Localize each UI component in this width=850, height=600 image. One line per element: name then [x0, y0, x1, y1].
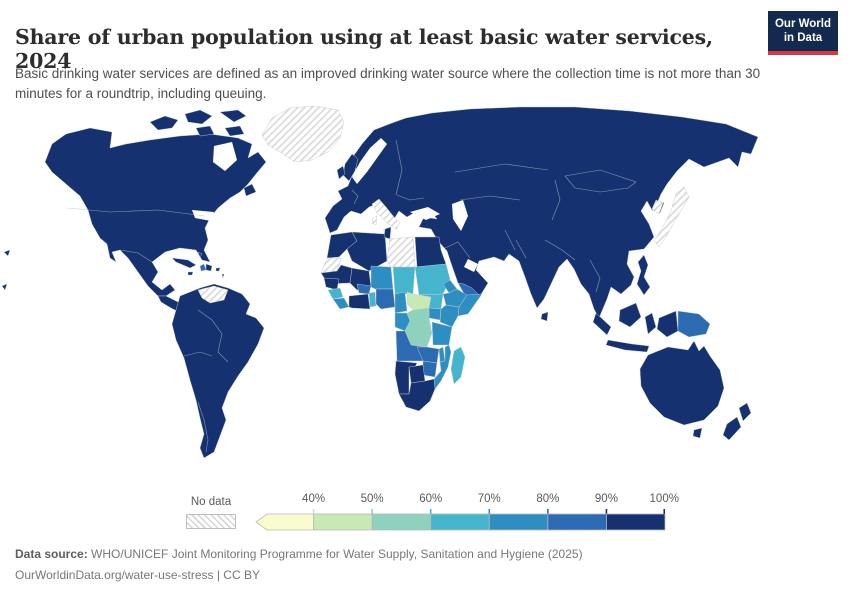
legend-bin-80-90%[interactable] [547, 513, 607, 531]
country-java-indonesia[interactable] [605, 339, 650, 353]
legend-tick-label: 60% [419, 493, 443, 505]
country-west-new-guinea[interactable] [656, 310, 679, 338]
country-botswana[interactable] [408, 364, 426, 384]
country-uganda[interactable] [428, 307, 442, 321]
country-puerto-rico[interactable] [215, 267, 221, 272]
legend-bin-50-60%[interactable] [371, 513, 432, 531]
country-namibia[interactable] [394, 360, 418, 395]
country-egypt[interactable] [414, 236, 447, 268]
chart-footer: Data source: WHO/UNICEF Joint Monitoring… [15, 544, 583, 586]
country-bahamas[interactable] [197, 251, 203, 258]
country-togo-benin[interactable] [368, 291, 377, 308]
country-eurasia[interactable] [324, 106, 759, 319]
country-cuba[interactable] [171, 257, 197, 269]
country-senegal[interactable] [323, 277, 340, 291]
legend-tick-label: 90% [594, 493, 618, 505]
legend-bin-70-80%[interactable] [488, 513, 549, 531]
footer-link-line: OurWorldinData.org/water-use-stress | CC… [15, 568, 260, 582]
legend-tick-label: 80% [536, 493, 560, 505]
footer-source-text: WHO/UNICEF Joint Monitoring Programme fo… [87, 547, 583, 561]
legend-tick-label: 50% [360, 493, 384, 505]
country-sulawesi-indonesia[interactable] [644, 312, 657, 335]
country-papua-new-guinea[interactable] [677, 310, 711, 338]
country-guinea[interactable] [327, 287, 344, 300]
owid-logo-line1: Our World [774, 18, 831, 30]
country-zimbabwe[interactable] [422, 360, 438, 378]
legend-bin-<40%[interactable] [255, 513, 314, 531]
world-choropleth-map[interactable] [0, 100, 850, 485]
owid-logo-line2: in Data [783, 32, 823, 45]
country-canada-arctic-islands[interactable] [149, 109, 257, 197]
country-nigeria[interactable] [375, 288, 396, 310]
country-malawi[interactable] [438, 346, 446, 363]
country-lesser-antilles[interactable] [221, 273, 225, 279]
country-new-zealand-north[interactable] [738, 402, 752, 422]
country-haiti[interactable] [199, 263, 207, 272]
country-japan[interactable] [653, 186, 690, 248]
legend-no-data-label: No data [190, 496, 232, 508]
country-venezuela[interactable] [197, 285, 229, 304]
country-niger[interactable] [370, 265, 394, 290]
country-sumatra-indonesia[interactable] [592, 312, 612, 336]
chart-subtitle: Basic drinking water services are define… [15, 65, 761, 101]
country-ivory-coast-ghana[interactable] [348, 293, 371, 310]
owid-logo[interactable]: Our World in Data [768, 11, 838, 55]
country-sierra-leone-liberia[interactable] [332, 297, 350, 310]
country-dr-congo[interactable] [404, 307, 433, 348]
country-south-africa[interactable] [398, 378, 436, 412]
country-libya[interactable] [386, 236, 416, 268]
country-borneo-malaysia[interactable] [618, 302, 642, 328]
country-kenya[interactable] [439, 304, 460, 328]
legend-tick-label: 100% [649, 493, 679, 505]
country-jamaica[interactable] [187, 271, 194, 276]
country-south-america[interactable] [171, 283, 265, 459]
legend-color-bar[interactable] [255, 493, 667, 533]
legend-tick-label: 40% [302, 493, 326, 505]
footer-source-line: Data source: WHO/UNICEF Joint Monitoring… [15, 544, 583, 565]
country-chad[interactable] [392, 266, 416, 295]
country-tunisia[interactable] [383, 226, 392, 240]
country-algeria[interactable] [346, 231, 388, 272]
legend-no-data-swatch[interactable] [186, 514, 236, 529]
country-mozambique[interactable] [433, 344, 452, 390]
country-tasmania[interactable] [692, 427, 703, 439]
country-dominican-republic[interactable] [205, 263, 213, 272]
country-cameroon[interactable] [394, 291, 408, 314]
country-madagascar[interactable] [450, 346, 466, 385]
footer-source-label: Data source: [15, 547, 88, 561]
country-new-zealand-south[interactable] [722, 416, 742, 441]
legend-bin-40-50%[interactable] [313, 513, 373, 531]
country-australia[interactable] [639, 340, 725, 426]
country-sri-lanka[interactable] [540, 311, 549, 322]
country-south-korea[interactable] [651, 199, 664, 215]
page-title: Share of urban population using at least… [15, 24, 713, 73]
country-philippines[interactable] [636, 254, 651, 296]
legend-tick-label: 70% [477, 493, 501, 505]
country-ireland[interactable] [336, 165, 346, 180]
country-central-african-republic[interactable] [406, 291, 432, 311]
internal-borders [67, 139, 637, 453]
legend-bin-90-100%[interactable] [606, 513, 666, 531]
country-greenland[interactable] [261, 105, 345, 163]
country-burkina-faso[interactable] [356, 283, 372, 295]
legend-bin-60-70%[interactable] [430, 513, 490, 531]
country-sudan[interactable] [414, 263, 451, 296]
country-zambia[interactable] [416, 346, 440, 364]
sea-carveouts [192, 138, 478, 272]
country-pacific-islands[interactable] [1, 249, 11, 291]
legend-color-scale: 40% 50% 60% 70% 80% 90% 100% [255, 493, 679, 535]
